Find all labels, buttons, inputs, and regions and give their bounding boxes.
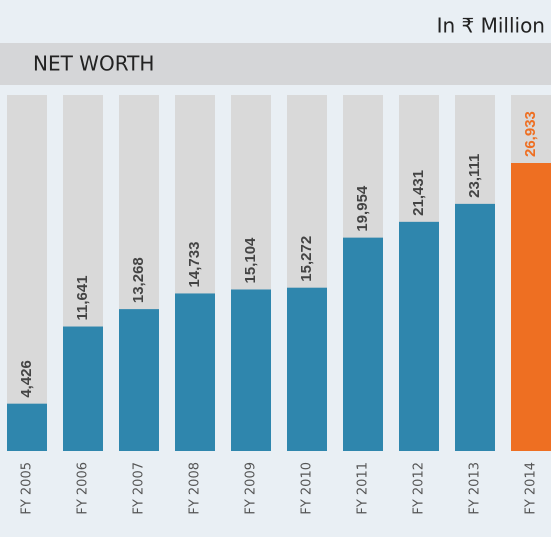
x-tick-label: FY 2006 [76,462,91,515]
x-tick-label: FY 2011 [356,462,371,515]
value-label: 23,111 [466,154,483,198]
value-label: 13,268 [130,257,147,303]
bar [231,289,271,451]
value-label: 11,641 [74,275,91,320]
unit-label: In ₹ Million [437,14,545,38]
x-tick-label: FY 2007 [132,462,147,515]
bar [119,309,159,451]
bar [511,163,551,451]
value-label: 14,733 [186,242,203,288]
value-label: 21,431 [410,170,427,216]
bar [343,237,383,451]
value-label: 19,954 [354,185,371,232]
bar [399,221,439,451]
bar [455,203,495,451]
value-label: 4,426 [18,360,35,398]
x-tick-label: FY 2010 [300,462,315,515]
x-tick-label: FY 2009 [244,462,259,515]
bar [7,403,47,451]
bar [287,287,327,451]
value-label: 15,272 [298,236,315,282]
x-tick-label: FY 2005 [20,462,35,515]
bar [63,326,103,451]
value-label: 15,104 [242,237,259,284]
bar [175,293,215,451]
x-tick-label: FY 2014 [524,462,539,515]
bar-background [7,95,47,451]
value-label: 26,933 [522,111,539,157]
x-tick-label: FY 2008 [188,462,203,515]
x-tick-label: FY 2012 [412,462,427,515]
x-tick-label: FY 2013 [468,462,483,515]
chart-title: NET WORTH [33,52,154,76]
title-band [0,43,551,85]
